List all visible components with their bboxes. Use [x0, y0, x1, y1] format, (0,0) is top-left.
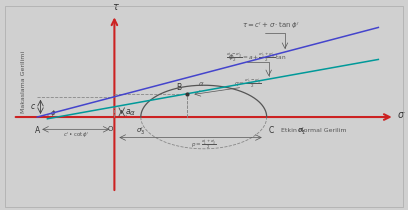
Text: c: c — [31, 102, 35, 111]
Text: $\phi$: $\phi$ — [50, 108, 57, 118]
Text: $p = \frac{\sigma_1' + \sigma_3'}{2}$: $p = \frac{\sigma_1' + \sigma_3'}{2}$ — [191, 139, 217, 151]
Text: Etkin Normal Gerilim: Etkin Normal Gerilim — [281, 128, 346, 133]
Text: a: a — [126, 107, 131, 116]
Text: $\tau$: $\tau$ — [113, 3, 120, 12]
Text: Makaslama Gerilimi: Makaslama Gerilimi — [20, 51, 26, 113]
Text: C: C — [269, 126, 274, 135]
Text: $\alpha$: $\alpha$ — [129, 109, 135, 117]
Text: $\sigma_1'$: $\sigma_1'$ — [297, 126, 306, 138]
Text: $\sigma_3'$: $\sigma_3'$ — [136, 126, 145, 138]
Text: $\tau = c' + \sigma \cdot \tan\phi'$: $\tau = c' + \sigma \cdot \tan\phi'$ — [242, 21, 300, 32]
Text: $\sigma$: $\sigma$ — [397, 110, 405, 120]
Text: $c' \bullet \cot\phi'$: $c' \bullet \cot\phi'$ — [62, 130, 89, 140]
Text: B: B — [177, 83, 182, 92]
Text: O: O — [107, 126, 113, 132]
Text: $\phi$: $\phi$ — [228, 51, 235, 62]
Text: $\alpha$: $\alpha$ — [197, 80, 204, 88]
Text: $\frac{\sigma_1' - \sigma_3'}{2} = a + \frac{\sigma_1' + \sigma_3'}{2}$ tan: $\frac{\sigma_1' - \sigma_3'}{2} = a + \… — [226, 51, 287, 63]
Text: A: A — [35, 126, 40, 135]
Text: $q = \frac{\sigma_1' - \sigma_3'}{2}$: $q = \frac{\sigma_1' - \sigma_3'}{2}$ — [234, 77, 261, 90]
